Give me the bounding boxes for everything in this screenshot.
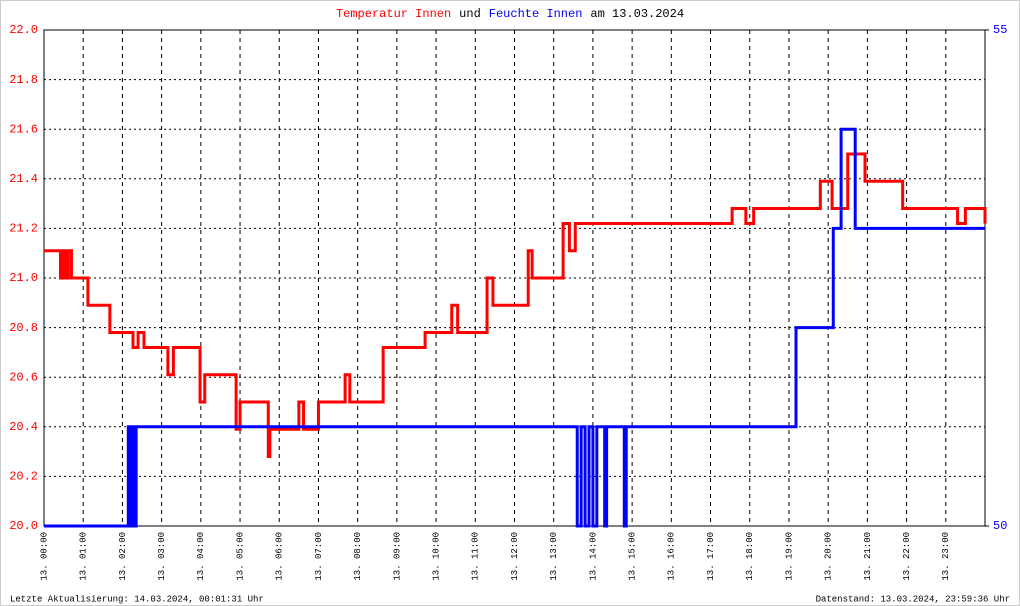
y-tick-label: 21.8 <box>9 73 38 87</box>
x-tick-label: 13. 18:00 <box>745 532 755 581</box>
y2-tick-label: 55 <box>993 23 1007 37</box>
x-tick-label: 13. 20:00 <box>824 532 834 581</box>
y-tick-label: 20.6 <box>9 370 38 384</box>
x-tick-label: 13. 07:00 <box>314 532 324 581</box>
footer-left: Letzte Aktualisierung: 14.03.2024, 00:01… <box>10 594 264 604</box>
plot-frame <box>43 29 986 527</box>
y-tick-label: 21.0 <box>9 271 38 285</box>
x-tick-label: 13. 21:00 <box>863 532 873 581</box>
x-tick-label: 13. 11:00 <box>471 532 481 581</box>
title-part: Feuchte Innen <box>489 7 583 21</box>
x-tick-label: 13. 02:00 <box>118 532 128 581</box>
y-tick-label: 21.4 <box>9 172 38 186</box>
y2-tick-label: 50 <box>993 519 1007 533</box>
x-tick-label: 13. 14:00 <box>588 532 598 581</box>
y-tick-label: 20.2 <box>9 470 38 484</box>
x-tick-label: 13. 23:00 <box>941 532 951 581</box>
x-tick-label: 13. 01:00 <box>79 532 89 581</box>
x-tick-label: 13. 09:00 <box>392 532 402 581</box>
footer-right: Datenstand: 13.03.2024, 23:59:36 Uhr <box>816 594 1010 604</box>
x-tick-label: 13. 15:00 <box>628 532 638 581</box>
x-tick-label: 13. 22:00 <box>902 532 912 581</box>
y-tick-label: 22.0 <box>9 23 38 37</box>
x-tick-label: 13. 17:00 <box>706 532 716 581</box>
title-part: am 13.03.2024 <box>590 7 684 21</box>
x-tick-label: 13. 00:00 <box>39 532 49 581</box>
x-tick-label: 13. 08:00 <box>353 532 363 581</box>
x-tick-label: 13. 19:00 <box>784 532 794 581</box>
y-tick-label: 20.8 <box>9 321 38 335</box>
x-tick-label: 13. 16:00 <box>667 532 677 581</box>
series-line <box>44 127 985 528</box>
x-tick-label: 13. 13:00 <box>549 532 559 581</box>
title-part: Temperatur Innen <box>336 7 451 21</box>
chart-title: Temperatur Innen und Feuchte Innen am 13.03… <box>336 7 684 21</box>
title-part: und <box>459 7 481 21</box>
series-line <box>44 152 987 459</box>
x-tick-label: 13. 12:00 <box>510 532 520 581</box>
x-tick-label: 13. 05:00 <box>235 532 245 581</box>
y-tick-label: 20.0 <box>9 519 38 533</box>
y-tick-label: 21.6 <box>9 122 38 136</box>
y-tick-label: 21.2 <box>9 222 38 236</box>
x-tick-label: 13. 06:00 <box>275 532 285 581</box>
x-tick-label: 13. 03:00 <box>157 532 167 581</box>
y-tick-label: 20.4 <box>9 420 38 434</box>
x-tick-label: 13. 04:00 <box>196 532 206 581</box>
x-tick-label: 13. 10:00 <box>431 532 441 581</box>
